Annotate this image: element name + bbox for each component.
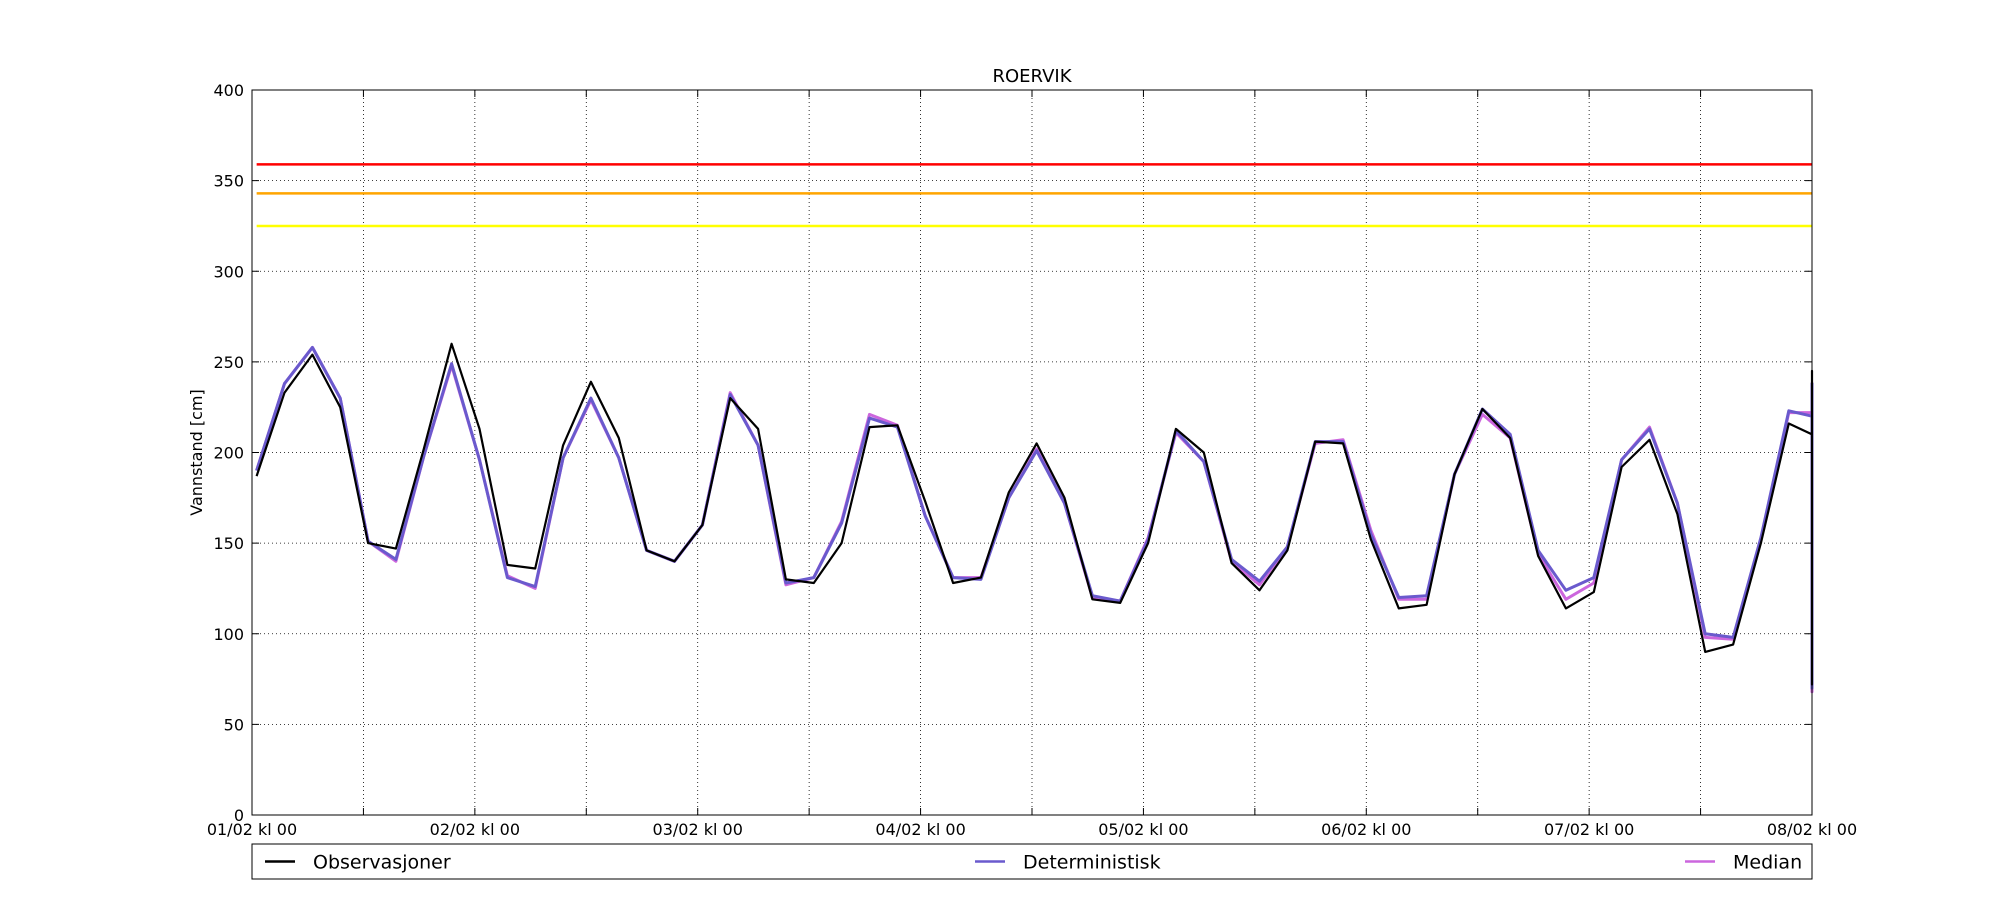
legend-box <box>251 843 1813 880</box>
grid <box>252 90 1812 815</box>
y-tick-label: 0 <box>234 806 244 825</box>
legend-label: Observasjoner <box>313 852 451 874</box>
x-tick-label: 02/02 kl 00 <box>430 820 520 839</box>
series-lines <box>255 342 1814 694</box>
y-tick-label: 150 <box>213 534 244 553</box>
y-axis-label: Vannstand [cm] <box>187 389 206 515</box>
y-tick-label: 400 <box>213 81 244 100</box>
y-tick-label: 50 <box>224 715 244 734</box>
y-tick-label: 250 <box>213 353 244 372</box>
legend: Observasjoner Deterministisk Median <box>251 843 1813 880</box>
threshold-lines <box>256 163 1812 228</box>
series-line-observasjoner <box>255 342 1814 686</box>
chart-title: ROERVIK <box>993 66 1073 87</box>
x-tick-label: 05/02 kl 00 <box>1098 820 1188 839</box>
y-tick-label: 200 <box>213 444 244 463</box>
y-tick-label: 300 <box>213 262 244 281</box>
x-tick-label: 06/02 kl 00 <box>1321 820 1411 839</box>
y-tick-label: 350 <box>213 172 244 191</box>
y-axis-ticks: 0 50 100 150 200 250 300 350 400 <box>213 81 1812 825</box>
series-line-deterministisk <box>255 345 1814 690</box>
legend-label: Deterministisk <box>1023 852 1161 874</box>
series-line-median <box>255 345 1814 694</box>
x-tick-label: 07/02 kl 00 <box>1544 820 1634 839</box>
x-tick-label: 08/02 kl 00 <box>1767 820 1857 839</box>
x-tick-label: 03/02 kl 00 <box>653 820 743 839</box>
x-axis-ticks: 01/02 kl 00 02/02 kl 00 03/02 kl 00 04/02 k… <box>207 90 1857 839</box>
y-tick-label: 100 <box>213 625 244 644</box>
x-tick-label: 04/02 kl 00 <box>875 820 965 839</box>
x-tick-label: 01/02 kl 00 <box>207 820 297 839</box>
legend-label: Median <box>1733 852 1802 874</box>
